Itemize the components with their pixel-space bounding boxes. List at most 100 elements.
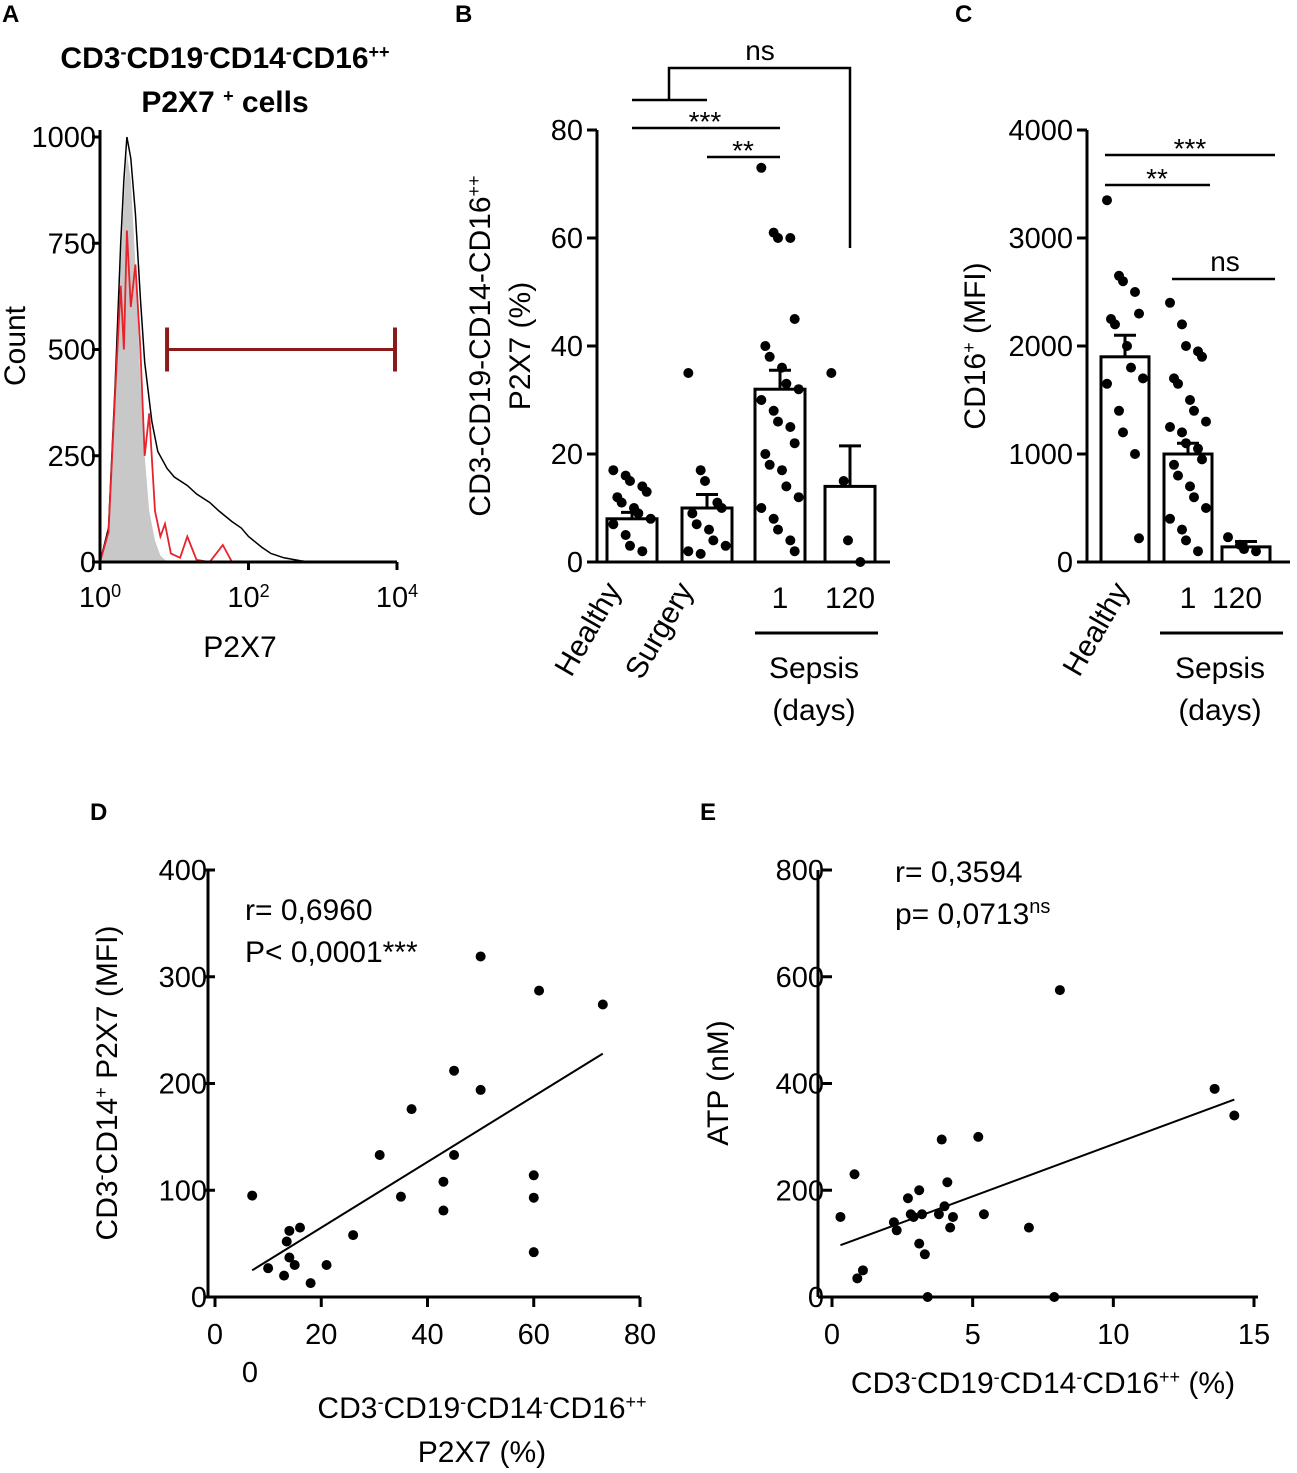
- data-point: [475, 951, 486, 962]
- regression-line: [251, 1052, 604, 1272]
- data-point: [1126, 362, 1136, 373]
- panel-a-x-ticks: 100 102 104: [79, 562, 418, 614]
- data-point: [1102, 378, 1112, 389]
- data-point: [449, 1150, 460, 1161]
- panel-c-sig-ns: ns: [1210, 246, 1240, 277]
- y-tick-label: 600: [776, 962, 824, 994]
- data-point: [1134, 533, 1144, 544]
- data-point: [683, 368, 694, 378]
- data-point: [1177, 524, 1187, 535]
- data-point: [633, 508, 644, 519]
- panel-d-y-title: CD3-CD14+ P2X7 (MFI): [91, 926, 124, 1241]
- data-point: [438, 1176, 449, 1187]
- data-point: [789, 314, 800, 324]
- histogram-control: [100, 154, 169, 562]
- panel-c-cat-120: 120: [1212, 582, 1262, 615]
- panel-e-plot: [835, 985, 1240, 1302]
- panel-e: E ATP (nM) 0 200 400 600 800 0 5 10 15 r= 0,3594…: [700, 799, 1270, 1400]
- data-point: [321, 1259, 332, 1270]
- data-point: [1023, 1222, 1034, 1233]
- y-tick-label: 800: [776, 855, 824, 887]
- panel-d-ticks: 0 100 200 300 400 0 20 40 60 80: [159, 855, 657, 1351]
- data-point: [1209, 1083, 1220, 1094]
- data-point: [284, 1225, 295, 1236]
- y-tick-label: 200: [159, 1069, 207, 1101]
- x-tick-label: 60: [518, 1319, 550, 1351]
- panel-b-plot: [605, 162, 877, 567]
- data-point: [1201, 416, 1211, 427]
- data-point: [641, 486, 652, 497]
- panel-b-cat-healthy: Healthy: [549, 577, 628, 682]
- panel-b-y-title-line1: CD3-CD19-CD14-CD16++: [464, 175, 497, 516]
- data-point: [914, 1185, 925, 1196]
- data-point: [908, 1211, 919, 1222]
- data-point: [475, 1084, 486, 1095]
- data-point: [773, 233, 783, 243]
- panel-a-gate: [165, 327, 397, 372]
- bar-1: [753, 387, 807, 564]
- panel-a-y-title: Count: [0, 305, 32, 386]
- data-point: [1169, 459, 1179, 470]
- data-point: [917, 1209, 928, 1220]
- data-point: [263, 1263, 274, 1274]
- data-point: [1193, 546, 1203, 557]
- y-tick-label: 300: [159, 962, 207, 994]
- panel-c-group-label-line1: Sepsis: [1175, 652, 1265, 685]
- data-point: [768, 513, 779, 524]
- data-point: [281, 1236, 292, 1247]
- data-point: [683, 546, 694, 557]
- data-point: [1130, 449, 1140, 459]
- y-tick-label: 750: [48, 228, 96, 260]
- data-point: [1201, 503, 1211, 513]
- data-point: [625, 540, 635, 551]
- data-point: [947, 1211, 958, 1222]
- panel-e-stat-p: p= 0,0713ns: [895, 896, 1050, 931]
- y-tick-label: 4000: [1008, 115, 1073, 147]
- data-point: [645, 513, 656, 524]
- data-point: [695, 465, 706, 476]
- y-tick-label: 0: [567, 547, 583, 579]
- data-point: [785, 535, 796, 546]
- data-point: [1130, 287, 1140, 297]
- panel-c-plot: [1099, 195, 1272, 564]
- data-point: [1181, 535, 1191, 546]
- data-point: [838, 476, 849, 486]
- data-point: [348, 1230, 359, 1241]
- data-point: [789, 438, 800, 449]
- data-point: [1138, 373, 1148, 384]
- y-tick-label: 0: [1057, 547, 1073, 579]
- y-tick-label: 1000: [1008, 439, 1073, 471]
- panel-a-letter: A: [2, 1, 19, 28]
- data-point: [608, 519, 619, 530]
- panel-d-x-title-line1: CD3-CD19-CD14-CD16++: [317, 1392, 646, 1425]
- panel-b-group-label-line1: Sepsis: [769, 652, 859, 685]
- panel-e-x-title: CD3-CD19-CD14-CD16++ (%): [851, 1367, 1235, 1400]
- data-point: [849, 1169, 860, 1180]
- panel-d-x-title-line2: P2X7 (%): [418, 1436, 546, 1469]
- panel-b-bracket-ns: [667, 66, 852, 248]
- data-point: [793, 384, 804, 395]
- data-point: [687, 508, 698, 519]
- data-point: [973, 1131, 984, 1142]
- data-point: [1165, 513, 1175, 524]
- panel-d-extra-zero: 0: [242, 1357, 258, 1389]
- data-point: [781, 481, 792, 492]
- panel-b-sig-2star: **: [732, 135, 754, 166]
- y-tick-label: 400: [159, 855, 207, 887]
- data-point: [716, 503, 727, 513]
- data-point: [942, 1177, 953, 1188]
- data-point: [857, 1265, 868, 1276]
- panel-c-sig-2star: **: [1146, 163, 1168, 194]
- y-tick-label: 100: [159, 1175, 207, 1207]
- panel-b-y-ticks: 0 20 40 60 80: [551, 115, 597, 579]
- data-point: [691, 519, 702, 530]
- data-point: [1114, 405, 1124, 416]
- data-point: [608, 465, 619, 476]
- data-point: [1189, 405, 1199, 416]
- panel-e-ticks: 0 200 400 600 800 0 5 10 15: [776, 855, 1271, 1351]
- data-point: [919, 1249, 930, 1260]
- data-point: [1118, 427, 1128, 438]
- panel-e-letter: E: [700, 799, 716, 826]
- data-point: [793, 492, 804, 503]
